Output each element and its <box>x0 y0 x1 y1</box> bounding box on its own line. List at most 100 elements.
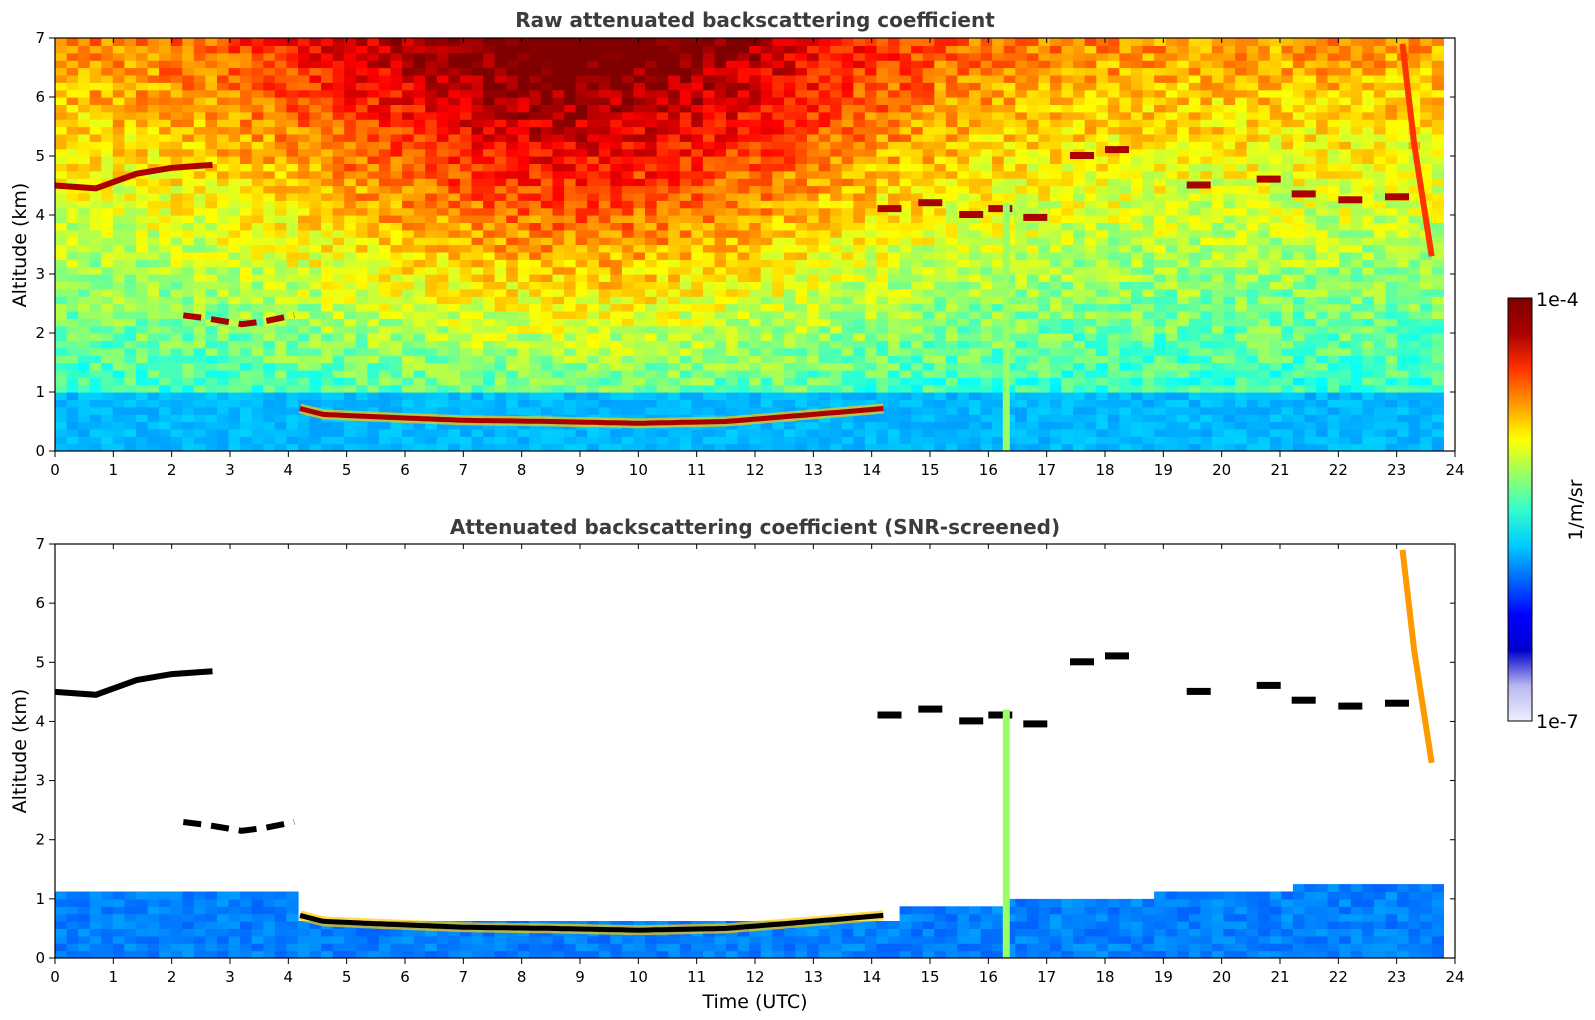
heatmap-cell <box>425 200 438 209</box>
heatmap-cell <box>101 340 114 349</box>
heatmap-cell <box>448 178 461 187</box>
heatmap-cell <box>575 148 588 157</box>
heatmap-cell <box>540 74 554 83</box>
heatmap-cell <box>228 355 241 364</box>
heatmap-cell <box>691 399 704 408</box>
heatmap-cell <box>321 362 334 371</box>
heatmap-cell <box>136 104 149 113</box>
heatmap-cell <box>344 384 357 393</box>
heatmap-cell <box>286 333 299 341</box>
heatmap-cell <box>564 185 577 194</box>
heatmap-cell <box>459 310 473 319</box>
heatmap-cell <box>760 97 773 105</box>
heatmap-cell <box>830 443 843 451</box>
heatmap-cell <box>112 296 125 305</box>
heatmap-cell <box>587 310 600 319</box>
heatmap-cell <box>1050 178 1063 187</box>
heatmap-cell <box>89 38 102 46</box>
heatmap-cell <box>807 325 820 334</box>
heatmap-cell <box>309 296 322 305</box>
heatmap-cell <box>159 347 172 356</box>
heatmap-cell <box>390 259 403 268</box>
heatmap-cell <box>853 310 866 319</box>
heatmap-cell <box>309 67 322 76</box>
heatmap-cell <box>564 104 577 113</box>
heatmap-cell <box>1038 207 1051 216</box>
heatmap-cell <box>1026 111 1039 120</box>
heatmap-cell <box>1050 170 1063 179</box>
heatmap-cell <box>66 45 79 54</box>
heatmap-cell <box>876 288 889 297</box>
heatmap-cell <box>298 74 311 83</box>
heatmap-cell <box>529 192 542 201</box>
heatmap-cell <box>876 266 889 275</box>
heatmap-cell <box>112 67 125 76</box>
heatmap-cell <box>575 215 588 223</box>
heatmap-cell <box>425 45 438 54</box>
heatmap-cell <box>321 222 334 231</box>
heatmap-cell <box>992 104 1005 113</box>
heatmap-cell <box>217 347 230 356</box>
heatmap-cell <box>969 428 982 437</box>
heatmap-cell <box>1073 421 1086 430</box>
heatmap-cell <box>899 133 912 142</box>
heatmap-cell <box>980 74 993 83</box>
heatmap-cell <box>552 60 565 69</box>
heatmap-cell <box>830 340 843 349</box>
heatmap-cell <box>702 443 716 451</box>
heatmap-cell <box>390 126 403 135</box>
heatmap-cell <box>807 163 820 172</box>
heatmap-cell <box>147 229 160 238</box>
heatmap-cell <box>1015 325 1028 334</box>
heatmap-cell <box>228 281 241 290</box>
heatmap-cell <box>760 369 773 378</box>
heatmap-cell <box>529 104 542 113</box>
heatmap-cell <box>888 259 901 268</box>
heatmap-cell <box>1061 119 1074 128</box>
heatmap-cell <box>922 82 935 91</box>
heatmap-cell <box>726 443 739 451</box>
heatmap-cell <box>1015 251 1028 260</box>
heatmap-cell <box>344 244 357 253</box>
heatmap-cell <box>436 215 449 223</box>
heatmap-cell <box>598 259 611 268</box>
heatmap-cell <box>309 369 322 378</box>
heatmap-cell <box>911 274 924 282</box>
heatmap-cell <box>136 207 149 216</box>
heatmap-cell <box>1003 170 1016 179</box>
heatmap-cell <box>564 259 577 268</box>
heatmap-cell <box>112 119 125 128</box>
heatmap-cell <box>228 74 241 83</box>
heatmap-cell <box>864 67 878 76</box>
heatmap-cell <box>1050 296 1063 305</box>
heatmap-cell <box>864 126 878 135</box>
heatmap-cell <box>807 251 820 260</box>
heatmap-cell <box>714 163 727 172</box>
heatmap-cell <box>494 222 507 231</box>
heatmap-cell <box>159 60 172 69</box>
heatmap-cell <box>448 303 461 312</box>
heatmap-cell <box>448 163 461 172</box>
heatmap-cell <box>841 399 854 408</box>
heatmap-cell <box>517 362 530 371</box>
heatmap-cell <box>147 318 160 327</box>
heatmap-cell <box>205 148 218 157</box>
heatmap-cell <box>471 170 484 179</box>
heatmap-cell <box>957 104 970 113</box>
heatmap-cell <box>529 399 542 408</box>
heatmap-cell <box>922 45 935 54</box>
heatmap-cell <box>471 89 484 98</box>
heatmap-cell <box>714 318 727 327</box>
heatmap-cell <box>517 369 530 378</box>
heatmap-cell <box>182 436 195 445</box>
heatmap-cell <box>205 178 218 187</box>
heatmap-cell <box>263 436 276 445</box>
heatmap-cell <box>610 38 623 46</box>
heatmap-cell <box>263 362 276 371</box>
heatmap-cell <box>668 369 681 378</box>
heatmap-cell <box>1038 355 1051 364</box>
heatmap-cell <box>78 207 91 216</box>
heatmap-cell <box>66 399 79 408</box>
heatmap-cell <box>1015 97 1028 105</box>
heatmap-cell <box>934 384 947 393</box>
